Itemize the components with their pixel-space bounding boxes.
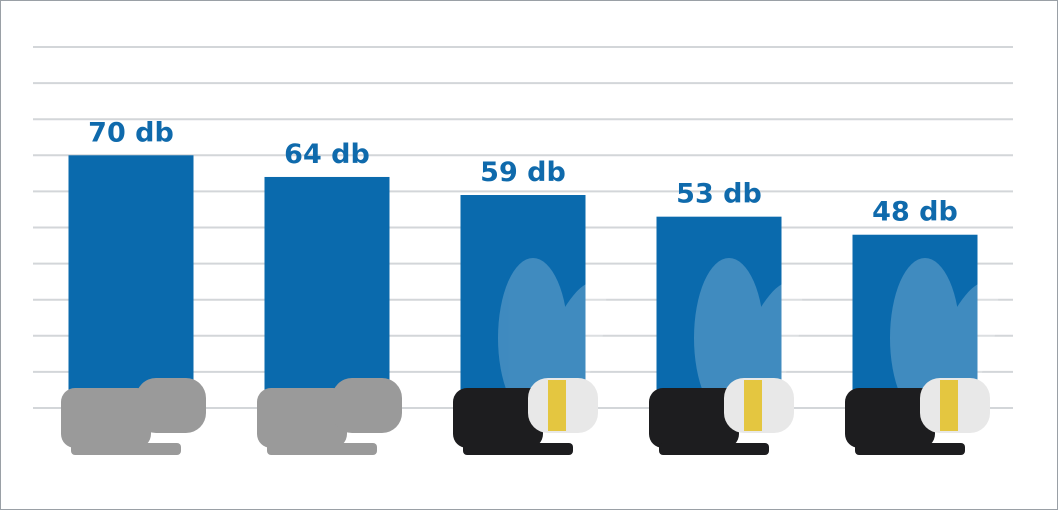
pump-body (61, 388, 151, 448)
value-label: 53 db (676, 179, 762, 210)
pump-body (257, 388, 347, 448)
value-label: 64 db (284, 139, 370, 170)
pump-band (744, 380, 762, 431)
bar (264, 176, 390, 408)
pump-body (649, 388, 739, 448)
value-label: 70 db (88, 117, 174, 148)
pump-image (649, 378, 794, 455)
pump-image (257, 378, 402, 455)
pump-base (659, 443, 769, 455)
pump-band (940, 380, 958, 431)
pump-image (845, 378, 990, 455)
pump-body (453, 388, 543, 448)
pump-band (548, 380, 566, 431)
pump-base (463, 443, 573, 455)
bar (68, 155, 194, 408)
pump-motor (136, 378, 206, 433)
pump-image (453, 378, 598, 455)
pumps (61, 378, 990, 455)
value-label: 48 db (872, 197, 958, 228)
pump-image (61, 378, 206, 455)
bar (656, 216, 782, 408)
bars: 70 db 64 db 59 db 53 db 48 db (68, 117, 999, 418)
value-label: 59 db (480, 157, 566, 188)
pump-body (845, 388, 935, 448)
pump-base (855, 443, 965, 455)
pump-base (71, 443, 181, 455)
bar (460, 195, 586, 408)
pump-motor (332, 378, 402, 433)
pump-base (267, 443, 377, 455)
